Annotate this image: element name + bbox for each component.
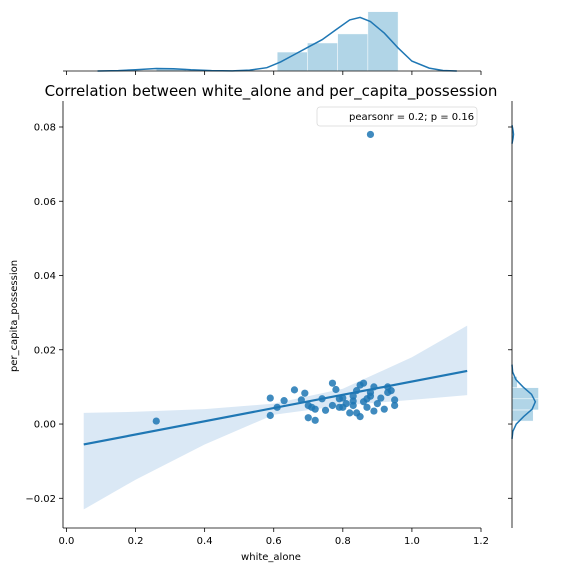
data-point [321, 406, 330, 414]
y-tick-label: −0.02 [25, 494, 56, 505]
histogram-bar [337, 33, 369, 72]
x-tick-label: 0.6 [266, 536, 282, 547]
data-point [332, 385, 340, 394]
data-point [318, 395, 326, 403]
data-point [280, 397, 288, 405]
legend-box [316, 106, 478, 127]
x-axis-label: white_alone [241, 552, 301, 563]
data-point [273, 403, 281, 411]
y-axis-ticks: −0.02 0.00 0.02 0.04 0.06 0.08 [25, 122, 63, 505]
data-point [266, 411, 274, 420]
chart-title: Correlation between white_alone and per_… [45, 82, 498, 101]
data-point [391, 396, 399, 404]
data-point [311, 405, 319, 413]
data-point [342, 400, 350, 408]
data-point [304, 414, 312, 422]
x-tick-label: 1.2 [473, 536, 489, 547]
marginal-y-ticks [508, 126, 512, 499]
marginal-x-histogram [156, 11, 399, 72]
confidence-band [83, 325, 468, 510]
data-point [377, 394, 385, 402]
x-tick-label: 0.4 [197, 536, 213, 547]
y-tick-label: 0.06 [34, 197, 56, 208]
marginal-y-distribution [508, 101, 539, 528]
data-point [349, 397, 357, 405]
marginal-y-kde-outlier-curve [511, 124, 515, 144]
data-point [311, 416, 319, 424]
data-point [366, 130, 375, 139]
x-tick-label: 1.0 [404, 536, 420, 547]
y-axis-label: per_capita_possession [9, 260, 20, 372]
marginal-x-ticks [66, 71, 482, 75]
data-point [370, 407, 378, 415]
data-point [152, 417, 160, 425]
data-point [290, 386, 299, 394]
data-point [370, 383, 378, 391]
data-point [339, 394, 347, 402]
y-tick-label: 0.00 [34, 420, 56, 431]
marginal-x-kde-curve [97, 16, 457, 72]
x-tick-label: 0.8 [335, 536, 351, 547]
data-point [297, 396, 305, 404]
data-point [363, 403, 371, 411]
main-scatter-panel: 0.0 0.2 0.4 0.6 0.8 1.0 1.2 −0.02 0.00 0.02 0.04 0… [9, 101, 489, 563]
histogram-bar [367, 11, 399, 72]
marginal-y-kde-curve [511, 364, 537, 439]
histogram-bar [307, 42, 338, 72]
data-point [373, 400, 381, 408]
y-tick-label: 0.02 [34, 345, 56, 356]
legend-text: pearsonr = 0.2; p = 0.16 [349, 112, 474, 123]
x-tick-label: 0.2 [128, 536, 144, 547]
data-point [328, 401, 337, 410]
y-tick-label: 0.08 [34, 122, 56, 133]
data-point [387, 387, 395, 395]
x-axis-ticks: 0.0 0.2 0.4 0.6 0.8 1.0 1.2 [59, 528, 489, 547]
data-point [328, 379, 337, 387]
scatter-points [152, 130, 399, 425]
data-point [353, 387, 361, 395]
x-tick-label: 0.0 [59, 536, 75, 547]
data-point [366, 392, 375, 400]
data-point [359, 379, 368, 387]
data-point [356, 413, 364, 421]
data-point [266, 394, 274, 402]
legend: pearsonr = 0.2; p = 0.16 [316, 106, 478, 127]
marginal-x-distribution [63, 11, 482, 75]
data-point [346, 409, 354, 417]
data-point [301, 389, 309, 397]
y-tick-label: 0.04 [34, 271, 56, 282]
data-point [391, 401, 399, 410]
marginal-y-histogram [511, 127, 539, 422]
data-point [380, 405, 388, 413]
